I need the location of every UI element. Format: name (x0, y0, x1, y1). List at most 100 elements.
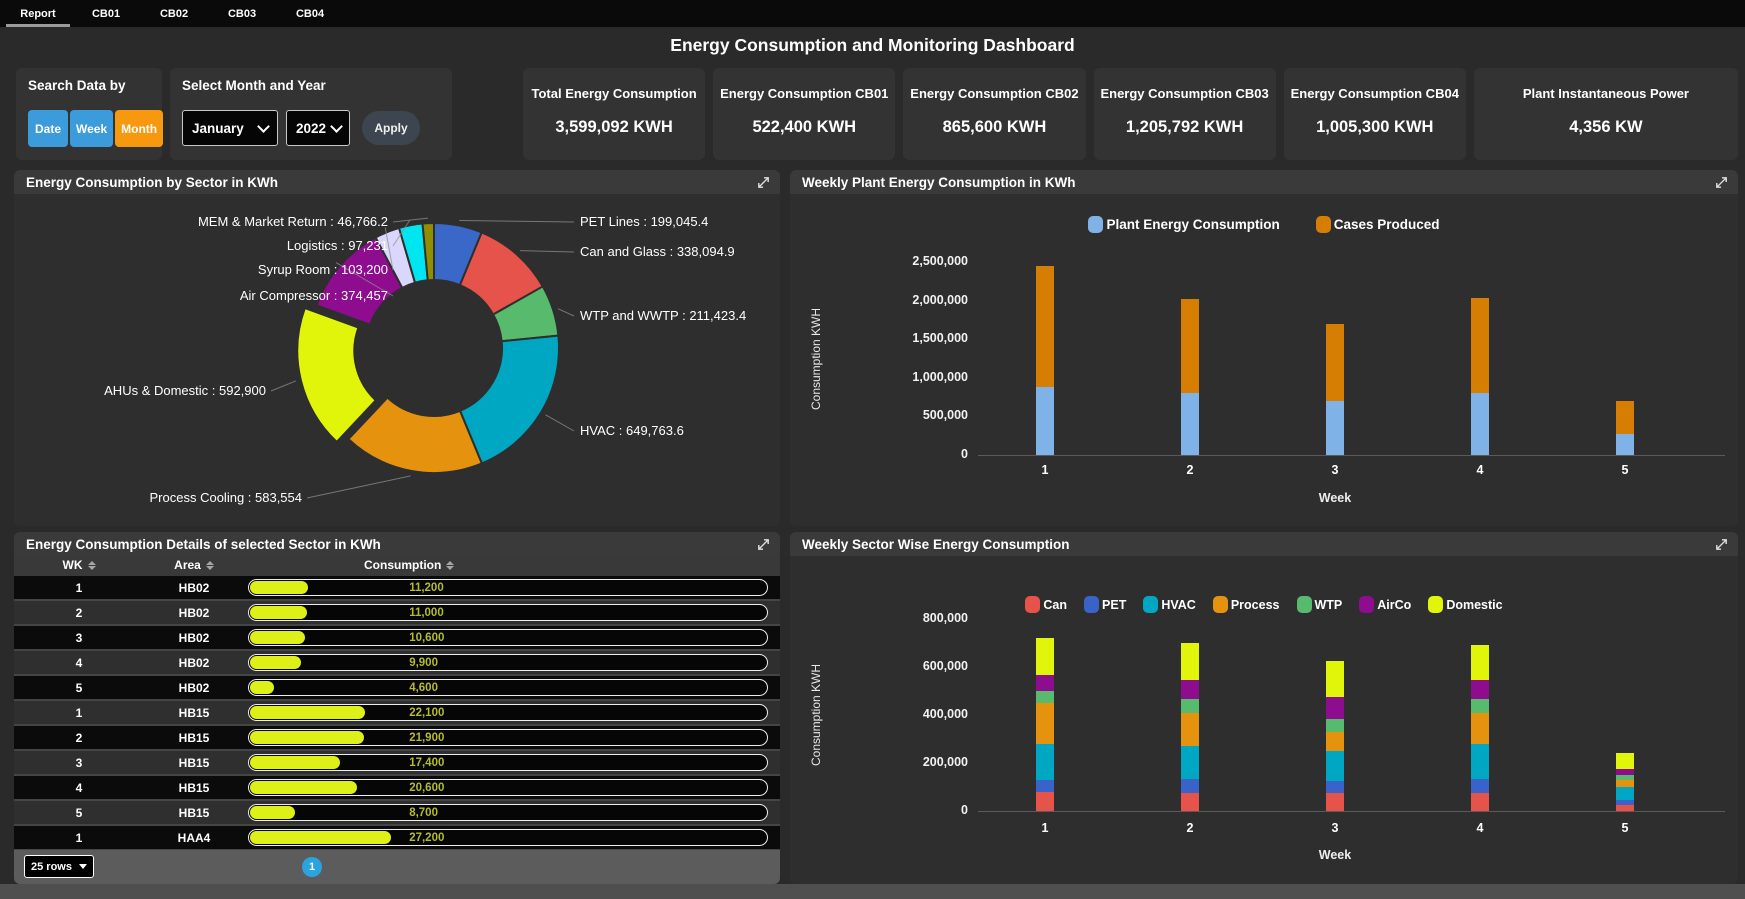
bar-week4-wtp[interactable] (1471, 699, 1489, 713)
legend-item-airco[interactable]: AirCo (1359, 596, 1411, 613)
date-button[interactable]: Date (28, 110, 68, 147)
bar-week3-can[interactable] (1326, 793, 1344, 811)
weekly-plant-chart: 0 500,000 1,000,000 1,500,000 2,000,000 2,500… (790, 170, 1738, 526)
table-row[interactable]: 3 HB02 10,600 (14, 626, 780, 651)
column-header-area[interactable]: Area (144, 558, 244, 572)
bar-week1-plant-energy-consumption[interactable] (1036, 387, 1054, 455)
bar-week5-cases-produced[interactable] (1616, 400, 1634, 435)
bar-week1-pet[interactable] (1036, 779, 1054, 792)
bar-week3-process[interactable] (1326, 731, 1344, 751)
month-button[interactable]: Month (115, 110, 164, 147)
tab-report[interactable]: Report (4, 0, 72, 27)
table-row[interactable]: 1 HAA4 27,200 (14, 826, 780, 851)
tab-cb04[interactable]: CB04 (295, 7, 325, 20)
table-row[interactable]: 2 HB15 21,900 (14, 726, 780, 751)
bar-week5-plant-energy-consumption[interactable] (1616, 434, 1634, 455)
sector-pie-title: Energy Consumption by Sector in KWh (26, 174, 279, 190)
legend-item-pet[interactable]: PET (1084, 596, 1126, 613)
tab-cb03[interactable]: CB03 (227, 7, 257, 20)
bar-week3-hvac[interactable] (1326, 751, 1344, 781)
bar-week1-process[interactable] (1036, 703, 1054, 744)
bar-week3-plant-energy-consumption[interactable] (1326, 400, 1344, 455)
bar-week3-cases-produced[interactable] (1326, 323, 1344, 401)
kpi-label: Energy Consumption CB04 (1290, 86, 1459, 101)
bar-week5-process[interactable] (1616, 779, 1634, 787)
bar-week4-plant-energy-consumption[interactable] (1471, 393, 1489, 455)
column-header-consumption[interactable]: Consumption (244, 558, 780, 572)
bar-week1-domestic[interactable] (1036, 638, 1054, 676)
bar-week2-domestic[interactable] (1181, 643, 1199, 681)
bar-week5-airco[interactable] (1616, 769, 1634, 775)
bar-week4-domestic[interactable] (1471, 645, 1489, 681)
legend-item-wtp[interactable]: WTP (1296, 596, 1342, 613)
bar-week4-can[interactable] (1471, 793, 1489, 811)
pie-slice-hvac[interactable] (458, 334, 560, 465)
bar-week5-hvac[interactable] (1616, 787, 1634, 801)
bar-week2-can[interactable] (1181, 793, 1199, 811)
legend-item-cases-produced[interactable]: Cases Produced (1315, 216, 1440, 233)
pie-leader-line (392, 217, 429, 223)
pie-slice-process-cooling[interactable] (347, 396, 484, 474)
tab-cb02[interactable]: CB02 (159, 7, 189, 20)
pie-slice-ahus-domestic[interactable] (296, 306, 378, 444)
bar-week1-hvac[interactable] (1036, 743, 1054, 780)
bar-week3-pet[interactable] (1326, 781, 1344, 793)
bar-week3-airco[interactable] (1326, 697, 1344, 719)
table-row[interactable]: 5 HB15 8,700 (14, 801, 780, 826)
legend-item-plant-energy-consumption[interactable]: Plant Energy Consumption (1088, 216, 1280, 233)
bar-week5-pet[interactable] (1616, 800, 1634, 805)
week-button[interactable]: Week (70, 110, 114, 147)
x-axis-title: Week (1318, 491, 1352, 505)
table-row[interactable]: 1 HB02 11,200 (14, 576, 780, 601)
bar-week1-wtp[interactable] (1036, 691, 1054, 703)
table-row[interactable]: 3 HB15 17,400 (14, 751, 780, 776)
bar-week2-plant-energy-consumption[interactable] (1181, 393, 1199, 455)
table-row[interactable]: 2 HB02 11,000 (14, 601, 780, 626)
rows-per-page-select[interactable]: 25 rows (24, 855, 94, 878)
expand-icon[interactable] (1714, 175, 1729, 190)
legend-item-hvac[interactable]: HVAC (1143, 596, 1196, 613)
bar-week2-pet[interactable] (1181, 778, 1199, 793)
expand-icon[interactable] (1714, 537, 1729, 552)
legend-item-domestic[interactable]: Domestic (1428, 596, 1503, 613)
bar-week5-domestic[interactable] (1616, 753, 1634, 769)
legend-item-process[interactable]: Process (1212, 596, 1280, 613)
bar-week2-process[interactable] (1181, 712, 1199, 747)
bar-week3-domestic[interactable] (1326, 661, 1344, 697)
apply-button[interactable]: Apply (362, 111, 420, 145)
expand-icon[interactable] (756, 175, 771, 190)
tab-cb01[interactable]: CB01 (91, 7, 121, 20)
bar-week1-can[interactable] (1036, 791, 1054, 811)
bar-week3-wtp[interactable] (1326, 718, 1344, 732)
expand-icon[interactable] (756, 537, 771, 552)
bar-week4-cases-produced[interactable] (1471, 297, 1489, 394)
table-row[interactable]: 4 HB02 9,900 (14, 651, 780, 676)
month-select[interactable]: January (182, 110, 278, 146)
bar-week5-can[interactable] (1616, 805, 1634, 811)
x-tick-week-3: 3 (1331, 821, 1339, 835)
table-row[interactable]: 1 HB15 22,100 (14, 701, 780, 726)
bar-week5-wtp[interactable] (1616, 775, 1634, 780)
pie-label-wtp-and-wwtp: WTP and WWTP : 211,423.4 (580, 308, 747, 323)
bar-week2-airco[interactable] (1181, 680, 1199, 700)
table-row[interactable]: 4 HB15 20,600 (14, 776, 780, 801)
bar-week2-wtp[interactable] (1181, 699, 1199, 713)
bar-week1-cases-produced[interactable] (1036, 265, 1054, 388)
bar-week1-airco[interactable] (1036, 675, 1054, 691)
column-header-wk[interactable]: WK (14, 558, 144, 572)
year-select[interactable]: 2022 (286, 110, 350, 146)
bar-week2-cases-produced[interactable] (1181, 299, 1199, 394)
kpi-value: 3,599,092 KWH (555, 118, 673, 136)
bar-week2-hvac[interactable] (1181, 746, 1199, 779)
cell-area: HB15 (178, 755, 210, 770)
pie-slice-mem-market-return[interactable] (421, 221, 435, 282)
bar-week4-hvac[interactable] (1471, 743, 1489, 779)
pagination-page-button[interactable]: 1 (302, 857, 322, 877)
bar-week4-process[interactable] (1471, 712, 1489, 744)
legend-item-can[interactable]: Can (1025, 596, 1067, 613)
bar-week4-pet[interactable] (1471, 778, 1489, 793)
table-row[interactable]: 5 HB02 4,600 (14, 676, 780, 701)
bar-week4-airco[interactable] (1471, 680, 1489, 700)
sector-details-title: Energy Consumption Details of selected S… (26, 536, 381, 552)
